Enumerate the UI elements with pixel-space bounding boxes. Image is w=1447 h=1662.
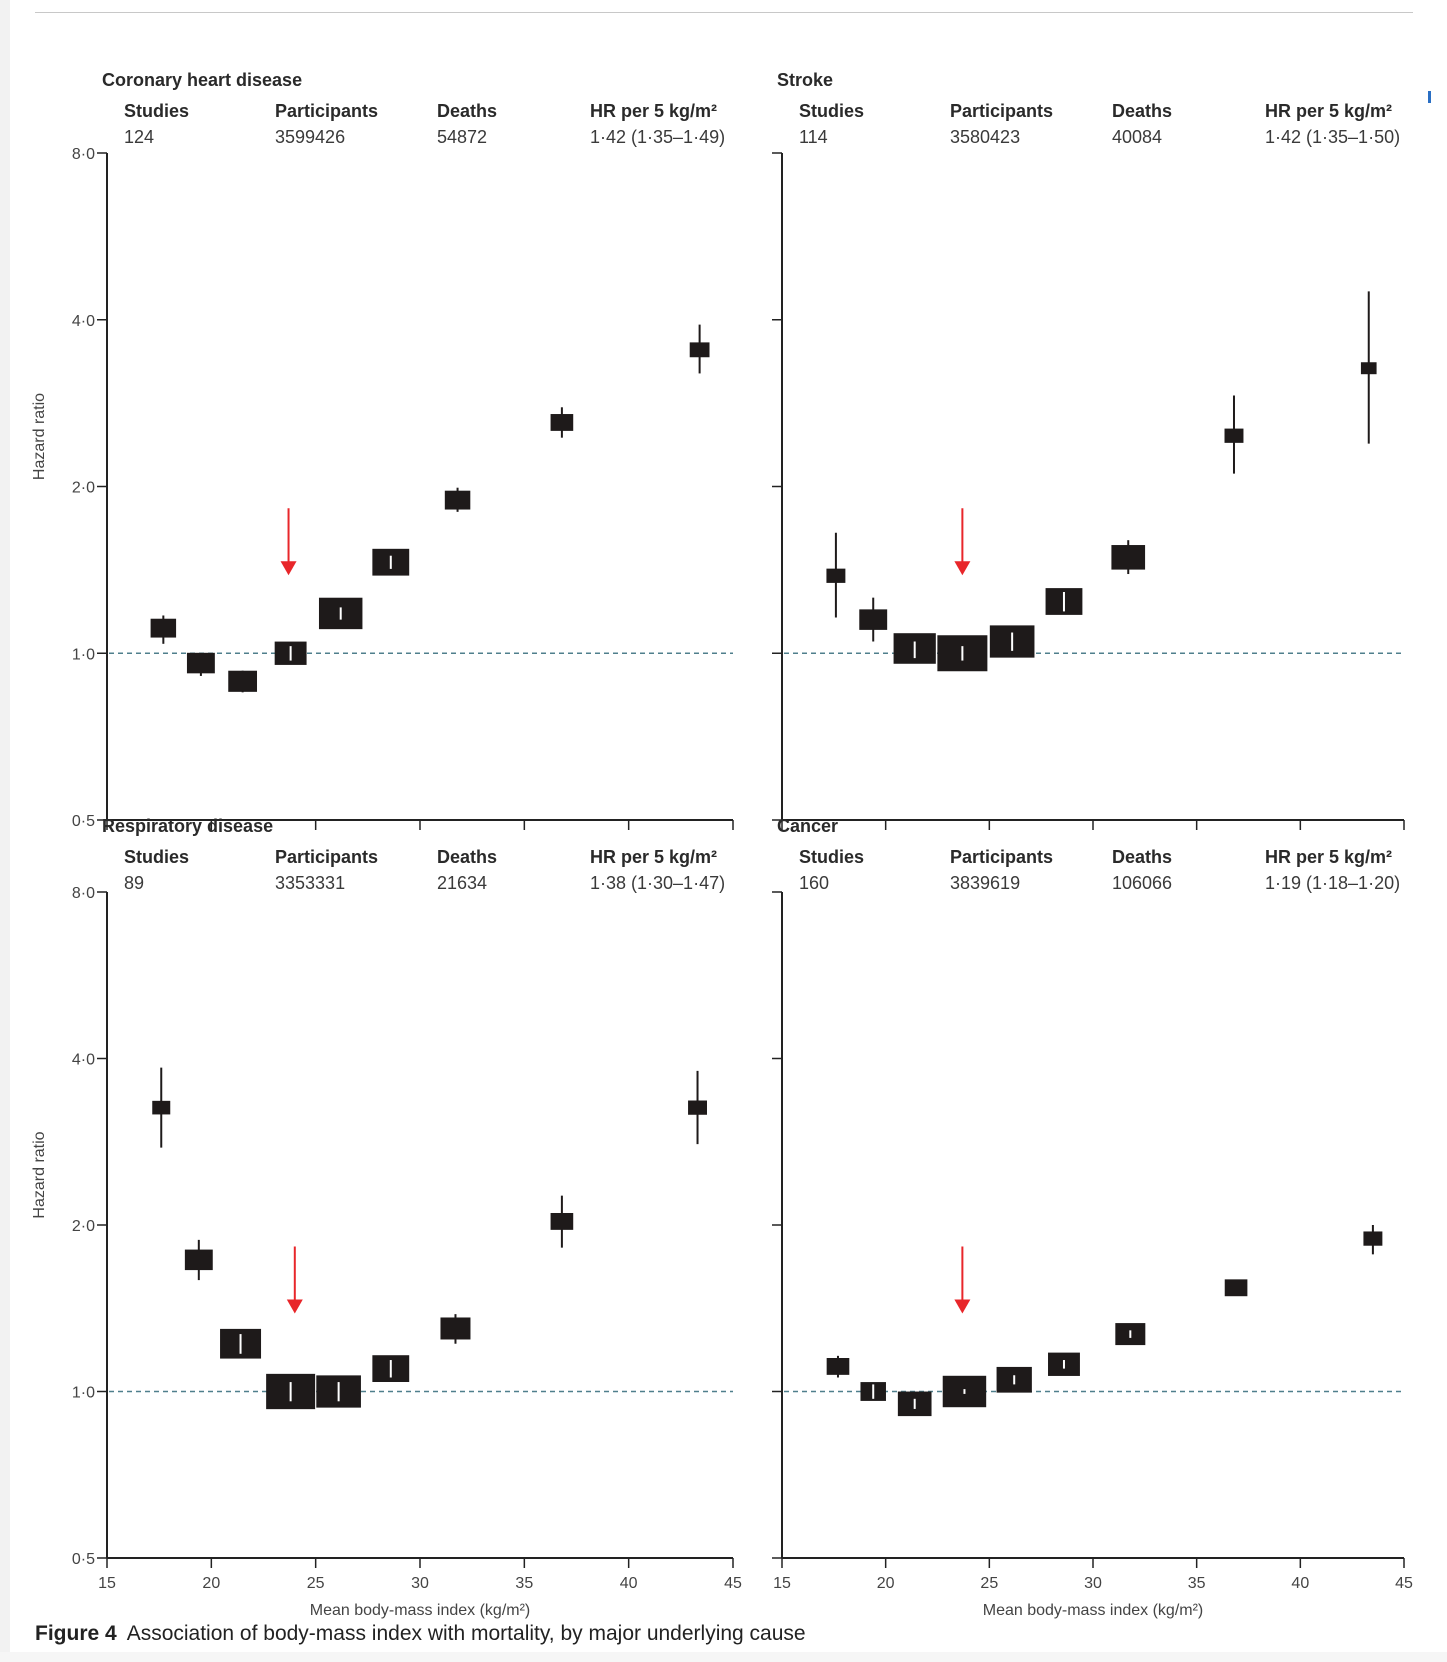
- column-header-participants: Participants: [275, 847, 378, 867]
- y-tick-label: 1·0: [72, 646, 95, 663]
- estimate-marker: [859, 609, 888, 630]
- x-tick-label: 20: [202, 1575, 220, 1592]
- stat-value-deaths: 106066: [1112, 873, 1172, 893]
- stat-value-studies: 114: [799, 127, 828, 147]
- page-left-margin: [0, 0, 10, 1662]
- x-tick-label: 25: [307, 1575, 325, 1592]
- column-header-hr: HR per 5 kg/m²: [1265, 847, 1392, 867]
- stat-value-participants: 3599426: [275, 127, 345, 147]
- column-header-deaths: Deaths: [437, 101, 497, 121]
- column-header-deaths: Deaths: [1112, 847, 1172, 867]
- y-tick-label: 1·0: [72, 1385, 95, 1402]
- column-header-studies: Studies: [124, 847, 189, 867]
- stat-value-deaths: 54872: [437, 127, 487, 147]
- x-tick-label: 35: [515, 1575, 533, 1592]
- y-tick-label: 8·0: [72, 885, 95, 902]
- down-arrow-icon: [954, 561, 971, 576]
- down-arrow-icon: [280, 561, 297, 576]
- stat-value-participants: 3580423: [950, 127, 1020, 147]
- column-header-hr: HR per 5 kg/m²: [1265, 101, 1392, 121]
- y-tick-label: 0·5: [72, 813, 95, 830]
- y-tick-label: 4·0: [72, 313, 95, 330]
- panel-title: Cancer: [777, 816, 838, 836]
- estimate-marker: [550, 1212, 574, 1230]
- down-arrow-icon: [954, 1299, 971, 1314]
- stat-value-deaths: 21634: [437, 873, 487, 893]
- stat-value-hr: 1·19 (1·18–1·20): [1265, 873, 1400, 893]
- y-tick-label: 8·0: [72, 146, 95, 163]
- estimate-marker: [228, 670, 258, 692]
- x-tick-label: 20: [877, 1575, 895, 1592]
- x-tick-label: 15: [773, 1575, 791, 1592]
- y-axis-title: Hazard ratio: [31, 1131, 48, 1218]
- estimate-marker: [1363, 1231, 1383, 1246]
- estimate-marker: [440, 1317, 471, 1340]
- y-tick-label: 2·0: [72, 480, 95, 497]
- y-tick-label: 2·0: [72, 1218, 95, 1235]
- estimate-marker: [550, 414, 574, 431]
- x-tick-label: 45: [1395, 1575, 1413, 1592]
- estimate-marker: [152, 1100, 171, 1115]
- stat-value-participants: 3353331: [275, 873, 345, 893]
- estimate-marker: [1111, 545, 1146, 570]
- column-header-deaths: Deaths: [437, 847, 497, 867]
- column-header-participants: Participants: [950, 847, 1053, 867]
- column-header-hr: HR per 5 kg/m²: [590, 101, 717, 121]
- column-header-deaths: Deaths: [1112, 101, 1172, 121]
- column-header-studies: Studies: [124, 101, 189, 121]
- stat-value-studies: 160: [799, 873, 829, 893]
- x-tick-label: 30: [1084, 1575, 1102, 1592]
- x-tick-label: 15: [98, 1575, 116, 1592]
- column-header-participants: Participants: [275, 101, 378, 121]
- top-divider: [35, 12, 1413, 13]
- estimate-marker: [186, 652, 215, 674]
- estimate-marker: [689, 342, 710, 358]
- estimate-marker: [826, 568, 846, 583]
- panel-title: Respiratory disease: [102, 816, 273, 836]
- estimate-marker: [150, 618, 177, 638]
- estimate-marker: [1360, 362, 1377, 375]
- x-tick-label: 35: [1188, 1575, 1206, 1592]
- column-header-hr: HR per 5 kg/m²: [590, 847, 717, 867]
- x-tick-label: 40: [1291, 1575, 1309, 1592]
- stat-value-studies: 89: [124, 873, 144, 893]
- estimate-marker: [826, 1358, 850, 1375]
- x-tick-label: 25: [980, 1575, 998, 1592]
- stat-value-studies: 124: [124, 127, 154, 147]
- page-bottom-margin: [0, 1652, 1447, 1662]
- panel-title: Coronary heart disease: [102, 70, 302, 90]
- column-header-studies: Studies: [799, 847, 864, 867]
- x-tick-label: 40: [620, 1575, 638, 1592]
- stat-value-hr: 1·38 (1·30–1·47): [590, 873, 725, 893]
- stat-value-hr: 1·42 (1·35–1·49): [590, 127, 725, 147]
- scroll-indicator: [1428, 91, 1431, 103]
- estimate-marker: [688, 1100, 707, 1115]
- figure-label: Figure 4: [35, 1622, 117, 1645]
- stat-value-deaths: 40084: [1112, 127, 1162, 147]
- estimate-marker: [444, 490, 471, 510]
- figure-caption-text: Association of body-mass index with mort…: [126, 1622, 806, 1645]
- x-axis-title: Mean body-mass index (kg/m²): [983, 1602, 1204, 1619]
- x-tick-label: 45: [724, 1575, 742, 1592]
- stat-value-hr: 1·42 (1·35–1·50): [1265, 127, 1400, 147]
- x-axis-title: Mean body-mass index (kg/m²): [310, 1602, 531, 1619]
- x-tick-label: 30: [411, 1575, 429, 1592]
- estimate-marker: [1224, 1279, 1248, 1297]
- figure-caption: Figure 4 Association of body-mass index w…: [35, 1622, 806, 1646]
- estimate-marker: [1224, 428, 1244, 443]
- panel-title: Stroke: [777, 70, 833, 90]
- y-tick-label: 0·5: [72, 1551, 95, 1568]
- column-header-studies: Studies: [799, 101, 864, 121]
- estimate-marker: [184, 1249, 213, 1271]
- y-axis-title: Hazard ratio: [31, 393, 48, 480]
- down-arrow-icon: [286, 1299, 303, 1314]
- column-header-participants: Participants: [950, 101, 1053, 121]
- y-tick-label: 4·0: [72, 1052, 95, 1069]
- stat-value-participants: 3839619: [950, 873, 1020, 893]
